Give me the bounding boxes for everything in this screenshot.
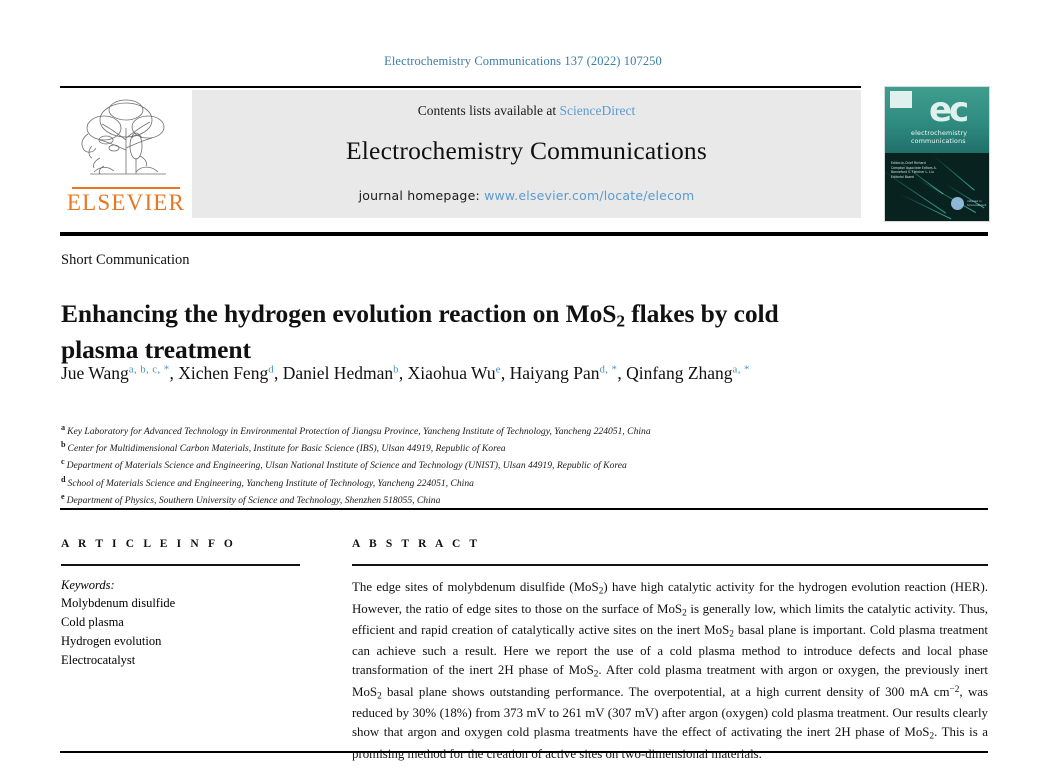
- affiliation-text: Key Laboratory for Advanced Technology i…: [67, 426, 651, 438]
- keyword-item[interactable]: Molybdenum disulfide: [61, 596, 176, 611]
- author-separator: ,: [274, 363, 283, 383]
- sciencedirect-link[interactable]: ScienceDirect: [559, 103, 636, 118]
- abstract-seg: basal plane shows outstanding performanc…: [381, 684, 950, 699]
- affiliation-text: Department of Materials Science and Engi…: [66, 460, 627, 472]
- abstract-sub: 2: [929, 731, 935, 742]
- affiliation-item: b Center for Multidimensional Carbon Mate…: [61, 439, 961, 456]
- author-name[interactable]: Haiyang Pan: [509, 363, 600, 383]
- author-name[interactable]: Xichen Feng: [178, 363, 269, 383]
- cover-elsevier-icon: [890, 91, 912, 108]
- journal-title: Electrochemistry Communications: [346, 136, 707, 165]
- journal-masthead: ELSEVIER Contents lists available at Sci…: [60, 88, 861, 220]
- abstract-seg: is generally low, which limits the catal…: [352, 601, 989, 637]
- cover-streak: [898, 193, 952, 220]
- author-name[interactable]: Jue Wang: [61, 363, 129, 383]
- author-list: Jue Wanga, b, c, *, Xichen Fengd, Daniel…: [61, 360, 861, 387]
- affiliation-mark: d: [61, 474, 66, 484]
- affiliation-mark: b: [61, 440, 66, 450]
- abstract-divider: [352, 564, 988, 566]
- affiliation-mark: c: [61, 457, 65, 467]
- abstract-seg: . This is a promising method for the cre…: [352, 725, 988, 761]
- keyword-item[interactable]: Hydrogen evolution: [61, 634, 162, 649]
- cover-badge-text: indexed in ScienceDirect: [967, 199, 987, 208]
- cover-bottom-band: Editor-in-Chief Richard Compton Associat…: [885, 153, 989, 221]
- article-type-label: Short Communication: [61, 252, 190, 268]
- abstract-seg: . After cold plasma treatment with argon…: [352, 663, 988, 699]
- affiliation-item: e Department of Physics, Southern Univers…: [61, 491, 961, 508]
- elsevier-wordmark-text: ELSEVIER: [66, 189, 186, 215]
- author-name[interactable]: Xiaohua Wu: [407, 363, 496, 383]
- abstract-sub: 2: [729, 629, 734, 640]
- abstract-sub: 2: [598, 586, 604, 597]
- affiliation-list: a Key Laboratory for Advanced Technology …: [61, 422, 961, 508]
- info-section-top-rule: [60, 508, 988, 510]
- elsevier-logo: ELSEVIER: [60, 88, 192, 220]
- author-name[interactable]: Daniel Hedman: [282, 363, 394, 383]
- author-affiliation-mark[interactable]: a, *: [732, 363, 750, 376]
- article-info-divider: [61, 564, 300, 566]
- affiliation-mark: a: [61, 423, 66, 432]
- affiliation-text: Center for Multidimensional Carbon Mater…: [67, 443, 506, 455]
- homepage-prefix: journal homepage:: [358, 188, 480, 203]
- author-affiliation-mark[interactable]: a, b, c, *: [128, 363, 170, 376]
- author-separator: ,: [398, 363, 408, 383]
- author-affiliation-mark[interactable]: d: [268, 363, 275, 376]
- author-affiliation-mark[interactable]: e: [495, 363, 501, 376]
- affiliation-item: a Key Laboratory for Advanced Technology …: [61, 422, 961, 439]
- journal-homepage-line: journal homepage: www.elsevier.com/locat…: [359, 188, 695, 203]
- cover-journal-name: electrochemistry communications: [911, 130, 967, 146]
- article-info-section: A R T I C L E I N F O Keywords: Molybden…: [61, 538, 301, 670]
- keyword-item[interactable]: Cold plasma: [61, 615, 124, 630]
- masthead-bottom-rule: [60, 232, 988, 236]
- author-separator: ,: [617, 363, 627, 383]
- abstract-section: A B S T R A C T The edge sites of molybd…: [352, 538, 988, 777]
- abstract-sub: 2: [377, 691, 382, 701]
- journal-cover-thumbnail: ec electrochemistry communications Edito…: [884, 86, 990, 222]
- affiliation-mark: e: [61, 491, 65, 501]
- page-title: Enhancing the hydrogen evolution reactio…: [61, 297, 821, 367]
- abstract-sub: 2: [593, 669, 599, 680]
- keywords-list: Molybdenum disulfide Cold plasma Hydrogen …: [61, 594, 301, 670]
- affiliation-item: d School of Materials Science and Enginee…: [61, 474, 961, 491]
- contents-prefix: Contents lists available at: [417, 103, 557, 118]
- elsevier-tree-icon: [81, 99, 166, 175]
- cover-editors-text: Editor-in-Chief Richard Compton Associat…: [891, 161, 937, 179]
- title-part-1: Enhancing the hydrogen evolution reactio…: [61, 299, 617, 329]
- affiliation-item: c Department of Materials Science and Eng…: [61, 456, 961, 473]
- author-affiliation-mark[interactable]: b: [393, 363, 399, 376]
- running-head: Electrochemistry Communications 137 (202…: [384, 54, 662, 68]
- abstract-seg: ) have high catalytic activity for the h…: [352, 580, 989, 616]
- keyword-item[interactable]: Electrocatalyst: [61, 653, 136, 668]
- cover-journal-name-line1: electrochemistry: [911, 130, 968, 137]
- affiliation-text: Department of Physics, Southern Universi…: [66, 495, 441, 507]
- article-info-heading: A R T I C L E I N F O: [61, 538, 236, 550]
- author-affiliation-mark[interactable]: d, *: [599, 363, 618, 376]
- masthead-top-rule: [60, 86, 861, 88]
- title-part-2: flakes by cold plasma treatment: [61, 299, 779, 365]
- abstract-seg: basal plane is important. Cold plasma tr…: [352, 622, 988, 678]
- author-separator: ,: [500, 363, 510, 383]
- elsevier-wordmark: ELSEVIER: [67, 187, 185, 214]
- contents-available-line: Contents lists available at ScienceDirec…: [418, 103, 635, 119]
- keywords-label: Keywords:: [61, 577, 115, 592]
- abstract-sub: 2: [682, 607, 687, 618]
- title-subscript: 2: [616, 311, 625, 331]
- page-bottom-rule: [60, 751, 988, 753]
- author-name[interactable]: Qinfang Zhang: [626, 363, 733, 383]
- abstract-sup: −2: [949, 684, 960, 695]
- cover-ec-logo: ec: [929, 90, 969, 130]
- abstract-seg: The edge sites of molybdenum disulfide (…: [352, 580, 599, 595]
- abstract-heading: A B S T R A C T: [352, 538, 481, 550]
- abstract-text: The edge sites of molybdenum disulfide (…: [352, 578, 988, 763]
- elsevier-rule: [71, 187, 180, 189]
- cover-streak: [932, 155, 975, 191]
- abstract-seg: , was reduced by 30% (18%) from 373 mV t…: [352, 684, 988, 740]
- cover-badge-icon: [951, 197, 964, 210]
- author-separator: ,: [169, 363, 179, 383]
- journal-panel: Contents lists available at ScienceDirec…: [192, 90, 861, 218]
- journal-homepage-link[interactable]: www.elsevier.com/locate/elecom: [484, 188, 695, 203]
- cover-journal-name-line2: communications: [911, 137, 966, 145]
- affiliation-text: School of Materials Science and Engineer…: [67, 477, 474, 489]
